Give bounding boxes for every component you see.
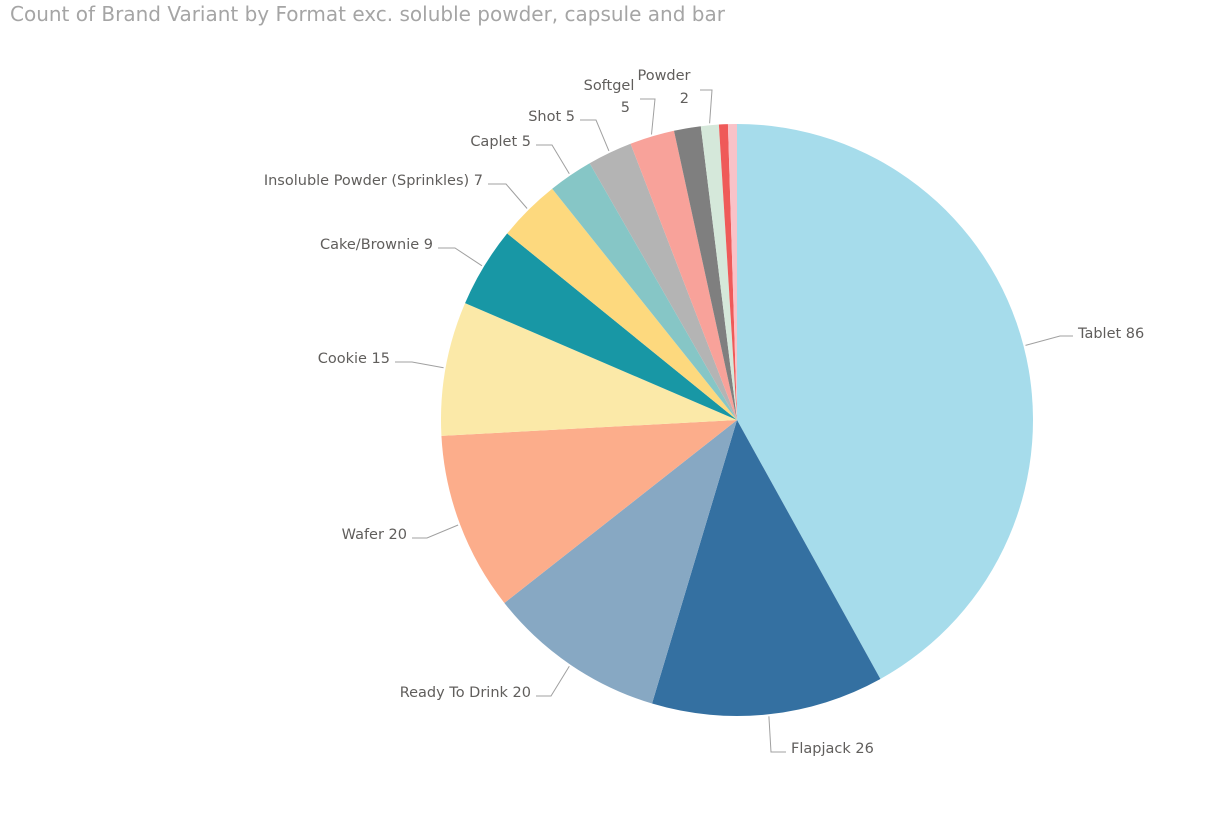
slice-label: Powder 2: [637, 68, 690, 107]
leader-line: [640, 98, 656, 135]
leader-line: [488, 183, 528, 209]
slice-label: Insoluble Powder (Sprinkles) 7: [264, 173, 483, 189]
leader-line: [1025, 335, 1073, 346]
slice-label: Flapjack 26: [791, 741, 874, 757]
leader-line: [536, 144, 570, 174]
slice-label: Caplet 5: [470, 134, 531, 150]
pie-slice-flapjack[interactable]: [652, 420, 881, 716]
pie-slice-cake-brownie[interactable]: [465, 233, 737, 420]
pie-slice-unlabeled-13[interactable]: [727, 124, 737, 420]
pie-slice-unlabeled-12[interactable]: [718, 124, 737, 420]
slice-label: Softgel 5: [584, 78, 635, 116]
slice-label: Wafer 20: [342, 527, 407, 543]
pie-slice-powder[interactable]: [700, 124, 737, 420]
slice-label: Cake/Brownie 9: [320, 237, 433, 253]
chart-title: Count of Brand Variant by Format exc. so…: [10, 2, 725, 26]
leader-line: [412, 524, 459, 539]
pie-slice-cookie[interactable]: [441, 303, 737, 436]
pie-slice-tablet[interactable]: [737, 124, 1033, 679]
pie-slice-insoluble-powder-sprinkles[interactable]: [507, 188, 737, 420]
slice-label: Ready To Drink 20: [400, 685, 531, 701]
slice-label: Tablet 86: [1077, 326, 1144, 342]
leader-line: [438, 247, 483, 267]
slice-label: Cookie 15: [318, 351, 390, 367]
pie-slice-ready-to-drink[interactable]: [504, 420, 737, 704]
pie-slice-unlabeled-10[interactable]: [673, 126, 737, 420]
pie-slices: [441, 124, 1033, 716]
slice-label: Shot 5: [528, 109, 575, 125]
leader-line: [536, 666, 570, 697]
leader-line: [768, 716, 786, 753]
slice-labels: Tablet 86 Flapjack 26 Ready To Drink 20 Waf…: [264, 68, 1144, 757]
leader-lines: [395, 89, 1073, 753]
leader-line: [700, 89, 713, 124]
pie-slice-wafer[interactable]: [441, 420, 737, 604]
pie-slice-softgel[interactable]: [630, 130, 737, 421]
leader-line: [580, 119, 610, 152]
pie-slice-shot[interactable]: [589, 143, 737, 421]
leader-line: [395, 361, 444, 369]
pie-slice-caplet[interactable]: [552, 163, 737, 420]
